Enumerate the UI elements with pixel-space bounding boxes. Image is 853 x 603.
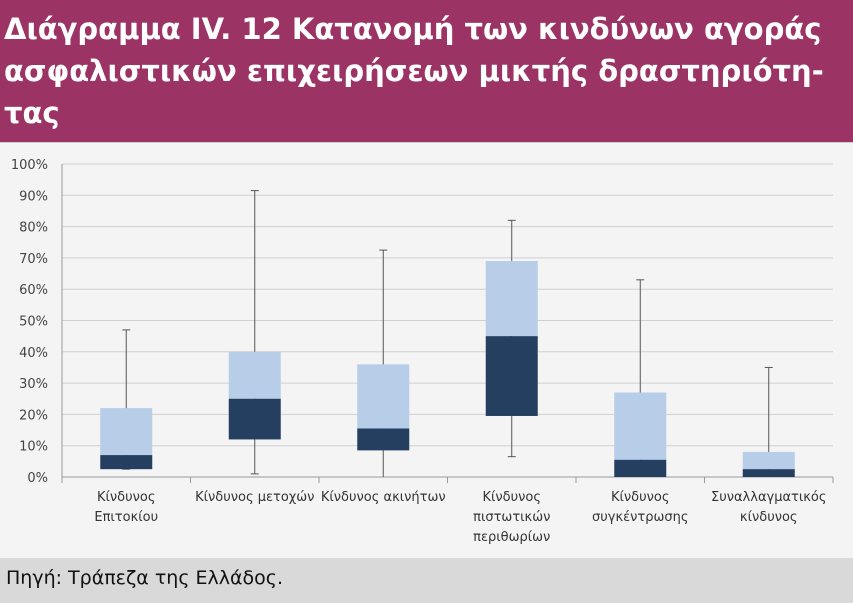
box-plot-chart: 0% 10% 20% 30% 40% 50% 60% 70% 80% 90% 100% Κίνδυνο… [11, 158, 834, 545]
y-tick-label: 100% [11, 158, 48, 173]
x-category-label-line: Συναλλαγματικός [711, 490, 827, 505]
x-category-label: Κίνδυνος συγκέντρωσης [592, 490, 688, 525]
x-category-label: Κίνδυνος πιστωτικών περιθωρίων [473, 490, 550, 545]
x-category-label-line: κίνδυνος [740, 510, 798, 525]
y-tick-label: 80% [19, 221, 48, 236]
y-tick-label: 10% [19, 440, 48, 455]
box-lower [485, 336, 538, 416]
chart-panel: 0% 10% 20% 30% 40% 50% 60% 70% 80% 90% 100% Κίνδυνο… [0, 142, 853, 559]
x-category-label-line: Κίνδυνος [611, 490, 670, 505]
boxes [100, 190, 795, 477]
box-lower [742, 469, 795, 477]
box-upper [485, 261, 538, 337]
axis-labels: 0% 10% 20% 30% 40% 50% 60% 70% 80% 90% 100% Κίνδυνο… [11, 158, 827, 545]
y-tick-label: 0% [27, 471, 48, 486]
source-note: Πηγή: Τράπεζα της Ελλάδος. [6, 567, 283, 589]
x-category-label-line: Κίνδυνος μετοχών [195, 490, 314, 505]
x-category-label: Συναλλαγματικός κίνδυνος [711, 490, 827, 525]
y-tick-label: 40% [19, 346, 48, 361]
header-band: Διάγραμμα IV. 12 Κατανομή των κινδύνων α… [0, 0, 853, 142]
box-upper [742, 451, 795, 470]
box-lower [614, 459, 667, 477]
y-tick-label: 50% [19, 315, 48, 330]
x-category-label: Κίνδυνος Επιτοκίου [94, 490, 158, 525]
box-upper [100, 408, 153, 456]
y-tick-label: 30% [19, 377, 48, 392]
y-tick-label: 70% [19, 252, 48, 267]
x-category-label-line: Κίνδυνος ακινήτων [321, 490, 446, 505]
box-upper [357, 364, 410, 429]
x-category-label-line: συγκέντρωσης [592, 510, 688, 525]
x-category-label-line: Κίνδυνος [482, 490, 541, 505]
x-category-label-line: Επιτοκίου [94, 510, 158, 525]
y-tick-label: 90% [19, 189, 48, 204]
axes [61, 164, 834, 483]
box-lower [357, 428, 410, 451]
chart-title: Διάγραμμα IV. 12 Κατανομή των κινδύνων α… [4, 12, 824, 130]
box-upper [228, 351, 281, 399]
box-lower [228, 398, 281, 440]
gridlines [62, 163, 833, 447]
box-lower [100, 455, 153, 470]
box-upper [614, 392, 667, 460]
x-category-label: Κίνδυνος ακινήτων [321, 490, 446, 505]
footer-band: Πηγή: Τράπεζα της Ελλάδος. [0, 558, 853, 603]
x-category-label-line: πιστωτικών [473, 510, 550, 525]
x-category-label-line: Κίνδυνος [97, 490, 156, 505]
x-category-label: Κίνδυνος μετοχών [195, 490, 314, 505]
x-category-label-line: περιθωρίων [473, 530, 550, 545]
y-tick-label: 20% [19, 408, 48, 423]
y-tick-label: 60% [19, 283, 48, 298]
